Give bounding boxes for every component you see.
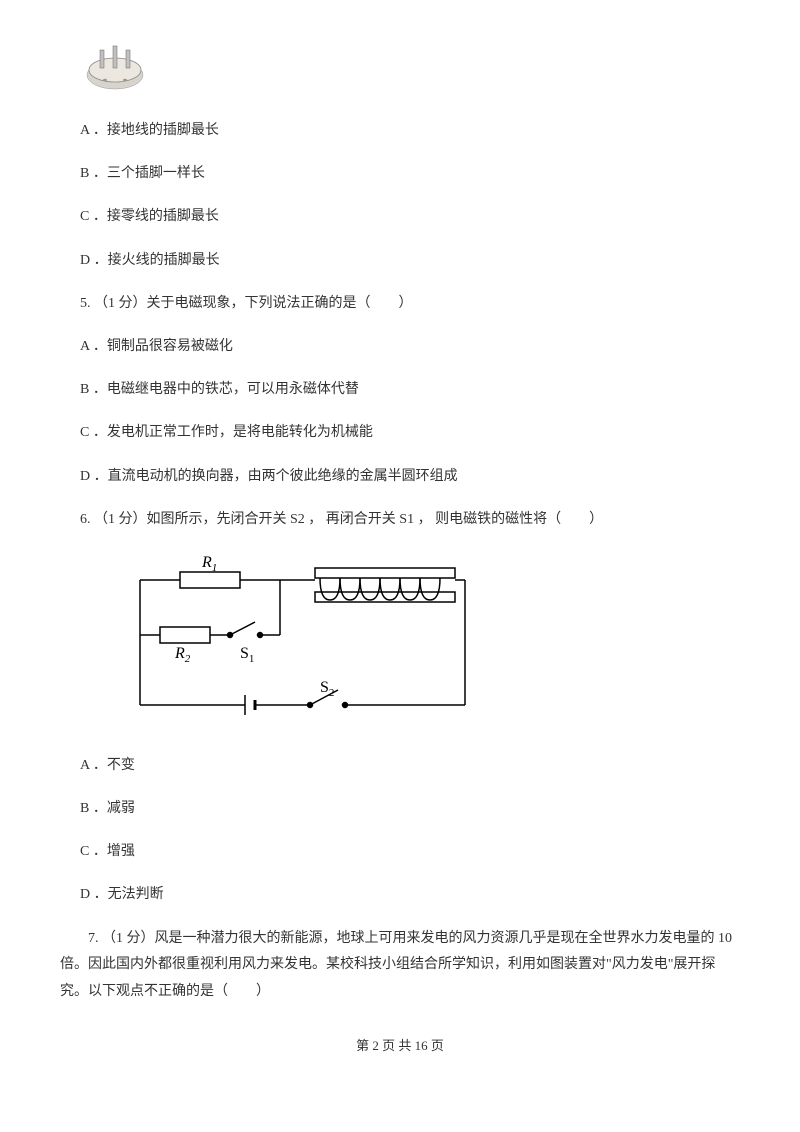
q6-stem: 6. （1 分）如图所示，先闭合开关 S2 ， 再闭合开关 S1 ， 则电磁铁的… [80, 507, 740, 532]
q6-option-d: D ．无法判断 [80, 882, 740, 907]
q5-option-a: A ．铜制品很容易被磁化 [80, 334, 740, 359]
label-r2: R2 [174, 645, 191, 665]
label-r1: R1 [201, 554, 217, 574]
q6-option-c: C ．增强 [80, 839, 740, 864]
q5-option-b: B ．电磁继电器中的铁芯，可以用永磁体代替 [80, 377, 740, 402]
q6-option-a: A ．不变 [80, 753, 740, 778]
q6-option-b: B ．减弱 [80, 796, 740, 821]
q7-stem: 7. （1 分）风是一种潜力很大的新能源，地球上可用来发电的风力资源几乎是现在全… [60, 926, 740, 1006]
q4-option-a: A ．接地线的插脚最长 [80, 118, 740, 143]
circuit-diagram: R1 R2 S1 S2 [120, 550, 740, 735]
q4-option-b: B ．三个插脚一样长 [80, 161, 740, 186]
q4-option-c: C ．接零线的插脚最长 [80, 204, 740, 229]
q5-option-c: C ．发电机正常工作时，是将电能转化为机械能 [80, 420, 740, 445]
label-s1: S1 [240, 645, 254, 665]
q5-stem: 5. （1 分）关于电磁现象，下列说法正确的是（ ） [80, 291, 740, 316]
q5-option-d: D ．直流电动机的换向器，由两个彼此绝缘的金属半圆环组成 [80, 464, 740, 489]
q4-option-d: D ．接火线的插脚最长 [80, 248, 740, 273]
plug-illustration [80, 40, 740, 100]
page-footer: 第 2 页 共 16 页 [60, 1035, 740, 1054]
